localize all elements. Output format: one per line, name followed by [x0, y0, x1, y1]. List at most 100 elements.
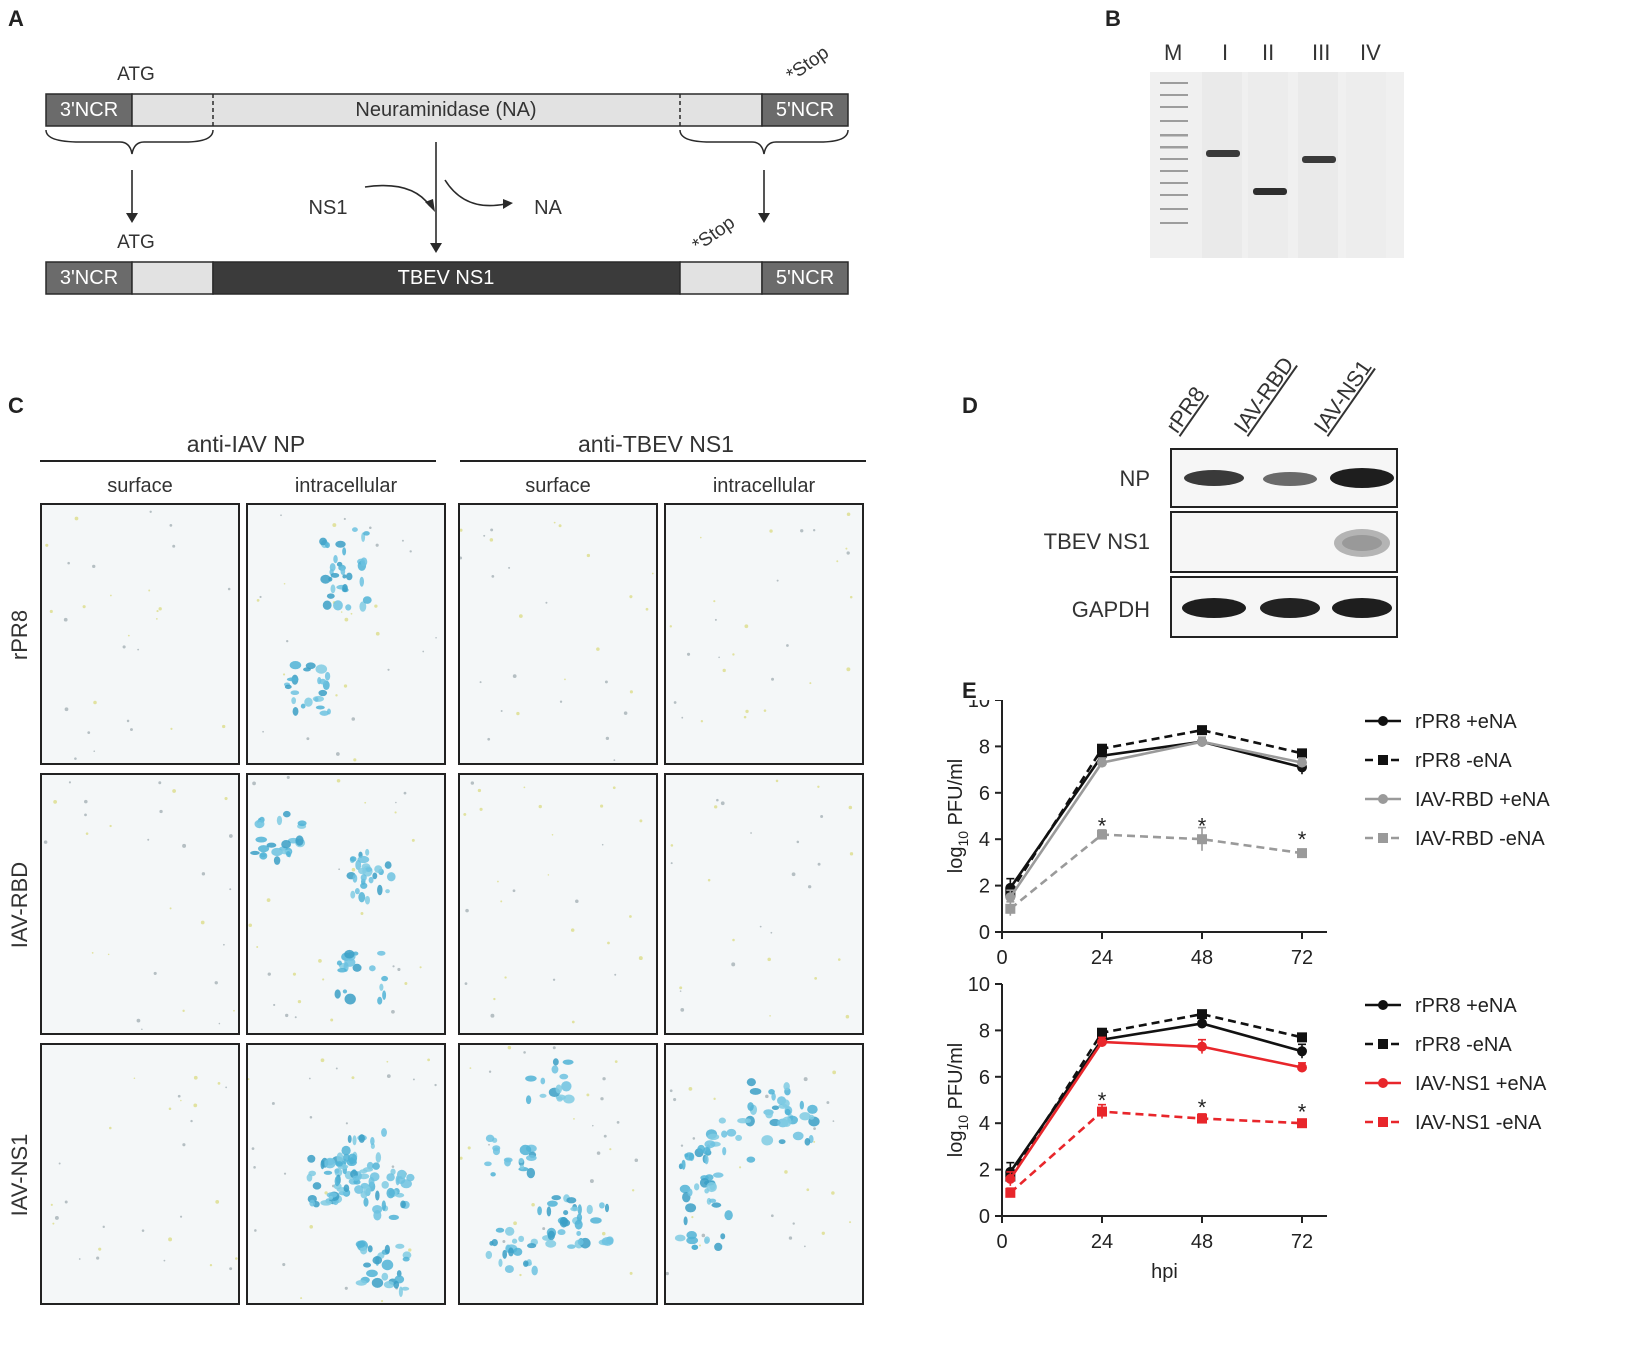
micrograph-0-0 [40, 503, 240, 765]
panel-letter-d: D [962, 393, 978, 418]
micrograph-2-1 [246, 1043, 446, 1305]
chart0-series-1-point-1 [1097, 743, 1107, 754]
chart0-legend-label-1: rPR8 -eNA [1415, 750, 1512, 772]
right-arrow-head [758, 213, 770, 223]
chart0-annotation-2: * [1298, 827, 1307, 852]
chart0-ytick-label-0: 0 [979, 922, 990, 944]
chart0-legend-label-3: IAV-RBD -eNA [1415, 828, 1545, 850]
chart0-series-2-point-0 [1005, 892, 1016, 903]
chart1-series-3-point-0 [1005, 1187, 1016, 1198]
chart1-ytick-label-1: 2 [979, 1160, 990, 1182]
chart0-legend-marker-0 [1378, 716, 1388, 726]
chart0-legend-marker-2 [1378, 794, 1388, 804]
chart0-legend-label-2: IAV-RBD +eNA [1415, 789, 1550, 811]
chart1-annotation-0: * [1098, 1088, 1107, 1113]
row-label-rpr8: rPR8 [7, 609, 32, 661]
chart0-series-2-point-3 [1297, 757, 1307, 768]
row-label-iav-ns1: IAV-NS1 [7, 1133, 32, 1217]
top-na-label: Neuraminidase (NA) [355, 99, 536, 121]
top-5ncr-label: 5'NCR [776, 99, 834, 121]
center-arrow-head [430, 243, 442, 253]
left-arrow-head [126, 213, 138, 223]
micrograph-1-0 [40, 773, 240, 1035]
chart0-series-2-point-2 [1197, 736, 1207, 747]
gel-lane-iii: III [1312, 40, 1331, 65]
gene-construct-diagram: 3'NCR Neuraminidase (NA) 5'NCR ATG *Stop… [45, 42, 849, 295]
micrograph-1-2 [458, 773, 658, 1035]
chart1-legend-marker-3 [1378, 1117, 1388, 1127]
bottom-left-spacer-box [131, 261, 214, 295]
gel-lane-m: M [1164, 40, 1183, 65]
gel-lane-i: I [1222, 40, 1229, 65]
chart0-xtick-label-1: 24 [1091, 947, 1113, 969]
chart1-legend-label-0: rPR8 +eNA [1415, 995, 1517, 1017]
col-label-intracellular-1: intracellular [294, 475, 398, 497]
left-brace [45, 129, 214, 155]
top-na-box [131, 93, 763, 127]
chart0-series-3-point-0 [1005, 903, 1016, 914]
chart1-series-0-point-3 [1297, 1046, 1307, 1057]
micrograph-2-2 [458, 1043, 658, 1305]
chart0-xtick-label-2: 48 [1191, 947, 1213, 969]
bottom-5ncr-box [761, 261, 849, 295]
chart1-legend-label-3: IAV-NS1 -eNA [1415, 1112, 1542, 1134]
right-brace [679, 129, 849, 155]
chart1-ytick-label-5: 10 [968, 974, 990, 996]
chart1-legend-label-2: IAV-NS1 +eNA [1415, 1073, 1547, 1095]
chart0-ytick-label-4: 8 [979, 736, 990, 758]
chart0-series-2-point-1 [1097, 757, 1107, 768]
micrograph-0-3 [664, 503, 864, 765]
ns1-swap-label: NS1 [309, 197, 348, 219]
bottom-ns1-box [212, 261, 681, 295]
chart1-xtick-label-3: 72 [1291, 1231, 1313, 1253]
panel-letter-a: A [8, 6, 24, 31]
chart0-ytick-label-2: 4 [979, 829, 990, 851]
chart1-xtick-label-2: 48 [1191, 1231, 1213, 1253]
chart1-series-1-point-3 [1297, 1032, 1307, 1043]
panel-letter-c: C [8, 393, 24, 418]
chart0-legend-marker-1 [1378, 755, 1388, 765]
panel-letter-b: B [1105, 6, 1121, 31]
na-out-arrow [444, 179, 506, 207]
chart0-series-line-1 [1009, 728, 1303, 894]
chart1-legend-marker-0 [1378, 1000, 1388, 1010]
micrograph-0-2 [458, 503, 658, 765]
chart0-series-3-point-2 [1197, 834, 1207, 845]
row-label-iav-rbd: IAV-RBD [7, 861, 32, 949]
chart1-series-3-point-2 [1197, 1113, 1207, 1124]
ns1-in-arrow-head [425, 199, 435, 212]
micrograph-1-1 [246, 773, 446, 1035]
blot-np [1170, 448, 1398, 508]
blot-row-label-tbev-ns1: TBEV NS1 [1043, 529, 1150, 554]
chart0-series-3-point-1 [1097, 829, 1107, 840]
chart0-xtick-label-3: 72 [1291, 947, 1313, 969]
chart1-series-1-point-2 [1197, 1009, 1207, 1020]
gel-lane-ii: II [1262, 40, 1275, 65]
blot-lane-iav-rbd: IAV-RBD [1228, 352, 1299, 438]
gel-band-lane-ii [1253, 188, 1287, 195]
na-swap-label: NA [534, 197, 562, 219]
bottom-atg-label: ATG [117, 232, 155, 253]
micrograph-2-3 [664, 1043, 864, 1305]
chart1-xlabel: hpi [1151, 1261, 1178, 1283]
chart1-series-2-point-1 [1097, 1037, 1107, 1047]
chart1-annotation-1: * [1198, 1095, 1207, 1120]
bottom-right-spacer-box [679, 261, 763, 295]
top-3ncr-label: 3'NCR [60, 99, 118, 121]
chart1-legend-marker-2 [1378, 1078, 1388, 1088]
top-atg-label: ATG [117, 64, 155, 85]
blot-lane-rpr8: rPR8 [1160, 382, 1210, 438]
group-underline-right [460, 460, 866, 462]
chart1-ytick-label-0: 0 [979, 1206, 990, 1228]
col-label-surface-2: surface [525, 475, 591, 497]
chart0-annotation-1: * [1198, 813, 1207, 838]
chart1-ylabel: log10 PFU/ml [945, 1043, 971, 1158]
blot-tbev-ns1 [1170, 511, 1398, 573]
chart1-series-3-point-1 [1097, 1106, 1107, 1117]
gel-lane-iv: IV [1360, 40, 1381, 65]
chart1-series-1-point-1 [1097, 1027, 1107, 1038]
col-label-intracellular-2: intracellular [712, 475, 816, 497]
chart0-annotation-0: * [1098, 813, 1107, 838]
chart1-ytick-label-2: 4 [979, 1113, 990, 1135]
